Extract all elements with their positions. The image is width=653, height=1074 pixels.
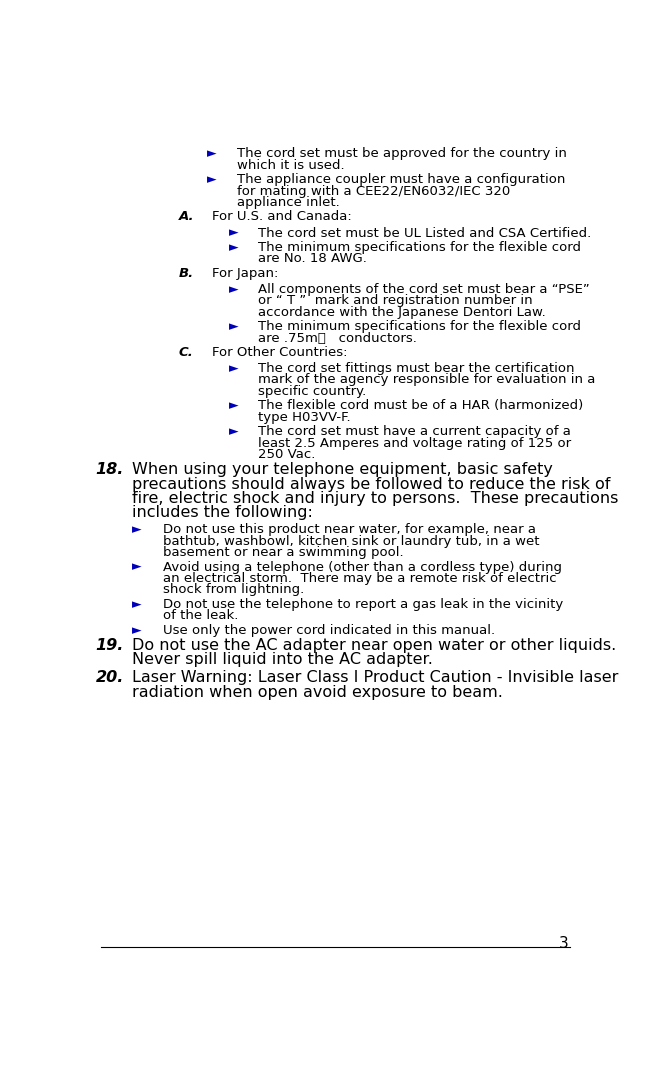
Text: ►: ► (207, 173, 217, 186)
Text: For U.S. and Canada:: For U.S. and Canada: (212, 211, 351, 223)
Text: A.: A. (178, 211, 194, 223)
Text: Avoid using a telephone (other than a cordless type) during: Avoid using a telephone (other than a co… (163, 561, 562, 574)
Text: accordance with the Japanese Dentori Law.: accordance with the Japanese Dentori Law… (259, 306, 546, 319)
Text: Do not use the telephone to report a gas leak in the vicinity: Do not use the telephone to report a gas… (163, 598, 564, 611)
Text: The appliance coupler must have a configuration: The appliance coupler must have a config… (236, 173, 565, 186)
Text: least 2.5 Amperes and voltage rating of 125 or: least 2.5 Amperes and voltage rating of … (259, 436, 571, 450)
Text: The cord set fittings must bear the certification: The cord set fittings must bear the cert… (259, 362, 575, 375)
Text: fire, electric shock and injury to persons.  These precautions: fire, electric shock and injury to perso… (132, 491, 618, 506)
Text: ►: ► (229, 282, 238, 295)
Text: includes the following:: includes the following: (132, 505, 313, 520)
Text: of the leak.: of the leak. (163, 609, 238, 622)
Text: Never spill liquid into the AC adapter.: Never spill liquid into the AC adapter. (132, 652, 433, 667)
Text: The cord set must have a current capacity of a: The cord set must have a current capacit… (259, 425, 571, 438)
Text: 20.: 20. (95, 670, 124, 685)
Text: specific country.: specific country. (259, 384, 366, 397)
Text: The cord set must be UL Listed and CSA Certified.: The cord set must be UL Listed and CSA C… (259, 227, 592, 240)
Text: All components of the cord set must bear a “PSE”: All components of the cord set must bear… (259, 282, 590, 295)
Text: shock from lightning.: shock from lightning. (163, 583, 304, 596)
Text: For Japan:: For Japan: (212, 266, 278, 280)
Text: Laser Warning: Laser Class I Product Caution - Invisible laser: Laser Warning: Laser Class I Product Cau… (132, 670, 618, 685)
Text: 3: 3 (558, 937, 568, 952)
Text: Do not use this product near water, for example, near a: Do not use this product near water, for … (163, 523, 536, 536)
Text: or “ T ”  mark and registration number in: or “ T ” mark and registration number in (259, 294, 533, 307)
Text: Use only the power cord indicated in this manual.: Use only the power cord indicated in thi… (163, 624, 495, 637)
Text: ►: ► (132, 523, 142, 536)
Text: ►: ► (229, 227, 238, 240)
Text: ►: ► (132, 561, 142, 574)
Text: ►: ► (132, 598, 142, 611)
Text: are .75m㎡   conductors.: are .75m㎡ conductors. (259, 332, 417, 345)
Text: an electrical storm.  There may be a remote risk of electric: an electrical storm. There may be a remo… (163, 572, 556, 585)
Text: The cord set must be approved for the country in: The cord set must be approved for the co… (236, 147, 567, 160)
Text: The flexible cord must be of a HAR (harmonized): The flexible cord must be of a HAR (harm… (259, 400, 584, 412)
Text: which it is used.: which it is used. (236, 159, 344, 172)
Text: B.: B. (178, 266, 194, 280)
Text: precautions should always be followed to reduce the risk of: precautions should always be followed to… (132, 477, 611, 492)
Text: appliance inlet.: appliance inlet. (236, 197, 340, 209)
Text: are No. 18 AWG.: are No. 18 AWG. (259, 252, 367, 265)
Text: radiation when open avoid exposure to beam.: radiation when open avoid exposure to be… (132, 685, 503, 700)
Text: ►: ► (229, 362, 238, 375)
Text: The minimum specifications for the flexible cord: The minimum specifications for the flexi… (259, 320, 581, 333)
Text: ►: ► (229, 400, 238, 412)
Text: 250 Vac.: 250 Vac. (259, 448, 315, 461)
Text: 18.: 18. (95, 463, 124, 478)
Text: ►: ► (229, 425, 238, 438)
Text: Do not use the AC adapter near open water or other liquids.: Do not use the AC adapter near open wate… (132, 638, 616, 653)
Text: 19.: 19. (95, 638, 124, 653)
Text: basement or near a swimming pool.: basement or near a swimming pool. (163, 546, 404, 560)
Text: type H03VV-F.: type H03VV-F. (259, 410, 351, 424)
Text: C.: C. (178, 346, 193, 359)
Text: When using your telephone equipment, basic safety: When using your telephone equipment, bas… (132, 463, 553, 478)
Text: ►: ► (229, 241, 238, 253)
Text: ►: ► (132, 624, 142, 637)
Text: ►: ► (229, 320, 238, 333)
Text: The minimum specifications for the flexible cord: The minimum specifications for the flexi… (259, 241, 581, 253)
Text: mark of the agency responsible for evaluation in a: mark of the agency responsible for evalu… (259, 374, 596, 387)
Text: bathtub, washbowl, kitchen sink or laundry tub, in a wet: bathtub, washbowl, kitchen sink or laund… (163, 535, 539, 548)
Text: ►: ► (207, 147, 217, 160)
Text: for mating with a CEE22/EN6032/IEC 320: for mating with a CEE22/EN6032/IEC 320 (236, 185, 510, 198)
Text: For Other Countries:: For Other Countries: (212, 346, 347, 359)
